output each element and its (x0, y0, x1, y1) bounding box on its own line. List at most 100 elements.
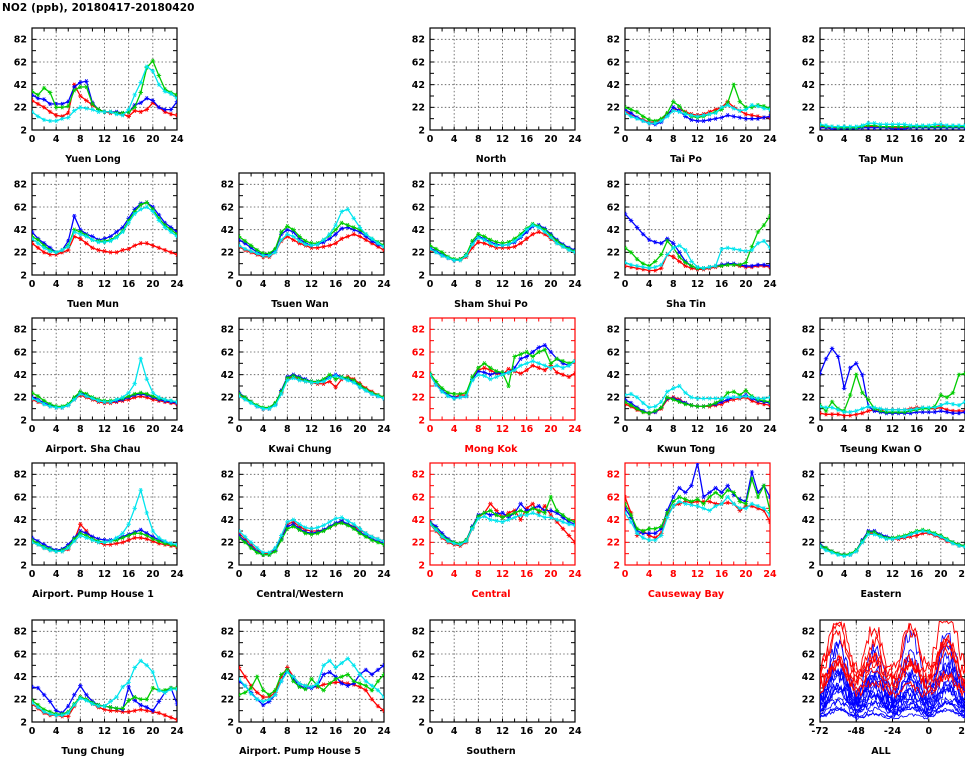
svg-text:2: 2 (20, 717, 27, 728)
svg-text:24: 24 (377, 726, 391, 737)
svg-text:82: 82 (802, 627, 815, 638)
svg-text:22: 22 (221, 393, 234, 404)
panel-caption: Kwun Tong (656, 444, 716, 455)
svg-text:0: 0 (29, 134, 36, 145)
svg-text:0: 0 (925, 726, 932, 737)
svg-text:62: 62 (412, 347, 425, 358)
svg-text:82: 82 (412, 470, 425, 481)
svg-text:8: 8 (475, 134, 482, 145)
svg-text:2: 2 (20, 560, 27, 571)
svg-text:2: 2 (20, 270, 27, 281)
svg-text:42: 42 (412, 225, 425, 236)
svg-text:62: 62 (802, 492, 815, 503)
svg-text:16: 16 (910, 134, 924, 145)
svg-text:20: 20 (353, 424, 367, 435)
svg-text:16: 16 (520, 726, 534, 737)
svg-text:0: 0 (29, 279, 36, 290)
svg-text:-48: -48 (848, 726, 866, 737)
svg-text:24: 24 (170, 424, 184, 435)
svg-text:4: 4 (841, 424, 848, 435)
svg-text:0: 0 (427, 424, 434, 435)
svg-text:4: 4 (53, 726, 60, 737)
svg-text:-24: -24 (884, 726, 902, 737)
svg-text:42: 42 (802, 672, 815, 683)
panel-central: 2 22 42 62 82 0 4 8 12 16 20 24 Central (398, 457, 584, 600)
svg-text:2: 2 (20, 125, 27, 136)
panel-tsuen-wan: 2 22 42 62 82 0 4 8 12 16 20 24 Tsuen Wan (207, 167, 393, 310)
panel-caption: Tap Mun (858, 154, 904, 165)
svg-text:4: 4 (451, 279, 458, 290)
svg-text:8: 8 (77, 134, 84, 145)
svg-text:12: 12 (886, 569, 899, 580)
svg-text:2: 2 (418, 717, 425, 728)
svg-text:82: 82 (221, 470, 234, 481)
svg-text:4: 4 (451, 569, 458, 580)
svg-text:4: 4 (646, 424, 653, 435)
svg-text:24: 24 (568, 134, 582, 145)
panel-caption: Mong Kok (464, 444, 518, 455)
svg-text:82: 82 (802, 470, 815, 481)
svg-text:82: 82 (14, 325, 27, 336)
svg-text:16: 16 (715, 569, 729, 580)
svg-text:82: 82 (412, 325, 425, 336)
svg-text:12: 12 (691, 134, 704, 145)
svg-text:16: 16 (520, 279, 534, 290)
svg-text:4: 4 (260, 726, 267, 737)
svg-text:0: 0 (427, 134, 434, 145)
panel-yuen-long: 2 22 42 62 82 0 4 8 12 16 20 24 Yuen Long (0, 22, 186, 165)
panel-caption: Tung Chung (61, 746, 125, 757)
svg-text:62: 62 (14, 347, 27, 358)
svg-text:82: 82 (607, 470, 620, 481)
panel-caption: Airport. Pump House 5 (239, 746, 361, 757)
svg-text:62: 62 (607, 202, 620, 213)
svg-text:0: 0 (817, 134, 824, 145)
svg-text:82: 82 (412, 627, 425, 638)
svg-text:22: 22 (607, 393, 620, 404)
svg-text:20: 20 (146, 279, 160, 290)
svg-text:0: 0 (236, 424, 243, 435)
svg-text:62: 62 (14, 57, 27, 68)
svg-text:8: 8 (475, 726, 482, 737)
svg-text:8: 8 (77, 726, 84, 737)
svg-text:4: 4 (260, 569, 267, 580)
svg-text:0: 0 (29, 569, 36, 580)
svg-text:22: 22 (802, 393, 815, 404)
svg-text:20: 20 (353, 726, 367, 737)
svg-text:62: 62 (221, 202, 234, 213)
svg-text:62: 62 (221, 492, 234, 503)
svg-text:42: 42 (221, 370, 234, 381)
svg-text:0: 0 (817, 569, 824, 580)
svg-text:8: 8 (475, 569, 482, 580)
panel-airport-sha-chau: 2 22 42 62 82 0 4 8 12 16 20 24 Airport. Sha Chau (0, 312, 186, 455)
panel-tuen-mun: 2 22 42 62 82 0 4 8 12 16 20 24 Tuen Mun (0, 167, 186, 310)
svg-text:20: 20 (934, 134, 948, 145)
svg-text:4: 4 (841, 569, 848, 580)
svg-text:42: 42 (607, 370, 620, 381)
svg-text:42: 42 (14, 515, 27, 526)
svg-text:42: 42 (607, 515, 620, 526)
svg-text:22: 22 (412, 393, 425, 404)
svg-text:20: 20 (934, 424, 948, 435)
panel-tseung-kwan-o: 22242628204812162024Tseung Kwan O (788, 312, 965, 455)
svg-text:12: 12 (98, 569, 111, 580)
svg-text:42: 42 (412, 515, 425, 526)
page-title: NO2 (ppb), 20180417-20180420 (2, 2, 195, 14)
svg-text:2: 2 (418, 125, 425, 136)
svg-text:24: 24 (763, 424, 777, 435)
svg-text:20: 20 (353, 279, 367, 290)
svg-text:0: 0 (29, 726, 36, 737)
svg-text:82: 82 (221, 180, 234, 191)
panel-kwun-tong: 2 22 42 62 82 0 4 8 12 16 20 24 Kwun Tong (593, 312, 779, 455)
svg-text:24: 24 (568, 279, 582, 290)
svg-text:16: 16 (329, 424, 343, 435)
panel-caption: Airport. Sha Chau (45, 444, 141, 455)
svg-text:62: 62 (221, 649, 234, 660)
svg-text:20: 20 (146, 424, 160, 435)
svg-text:8: 8 (670, 569, 677, 580)
svg-text:24: 24 (568, 726, 582, 737)
svg-text:62: 62 (802, 347, 815, 358)
svg-text:24: 24 (170, 569, 184, 580)
panel-caption: Southern (466, 746, 516, 757)
svg-text:2: 2 (808, 415, 815, 426)
svg-text:16: 16 (122, 726, 136, 737)
